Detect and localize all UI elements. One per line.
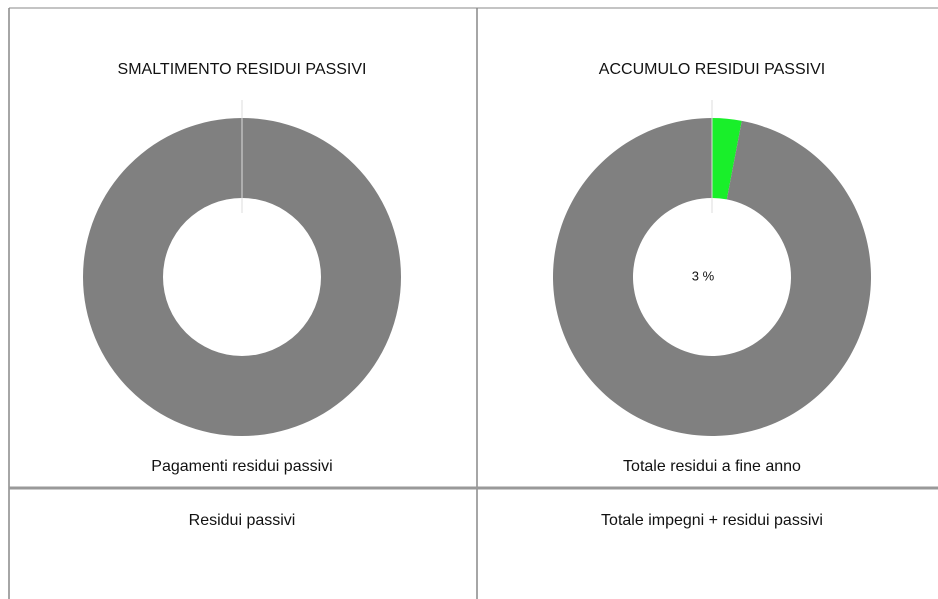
- donut-segment: [553, 118, 871, 436]
- footer-label: Totale impegni + residui passivi: [601, 512, 823, 529]
- footer-label: Residui passivi: [189, 512, 296, 529]
- value-label: 3 %: [692, 268, 715, 283]
- chart-title: SMALTIMENTO RESIDUI PASSIVI: [118, 61, 367, 78]
- chart-title: ACCUMULO RESIDUI PASSIVI: [599, 61, 825, 78]
- caption: Totale residui a fine anno: [623, 458, 801, 475]
- donut-segment: [712, 118, 742, 200]
- caption: Pagamenti residui passivi: [151, 458, 332, 475]
- donut-segment: [83, 118, 401, 436]
